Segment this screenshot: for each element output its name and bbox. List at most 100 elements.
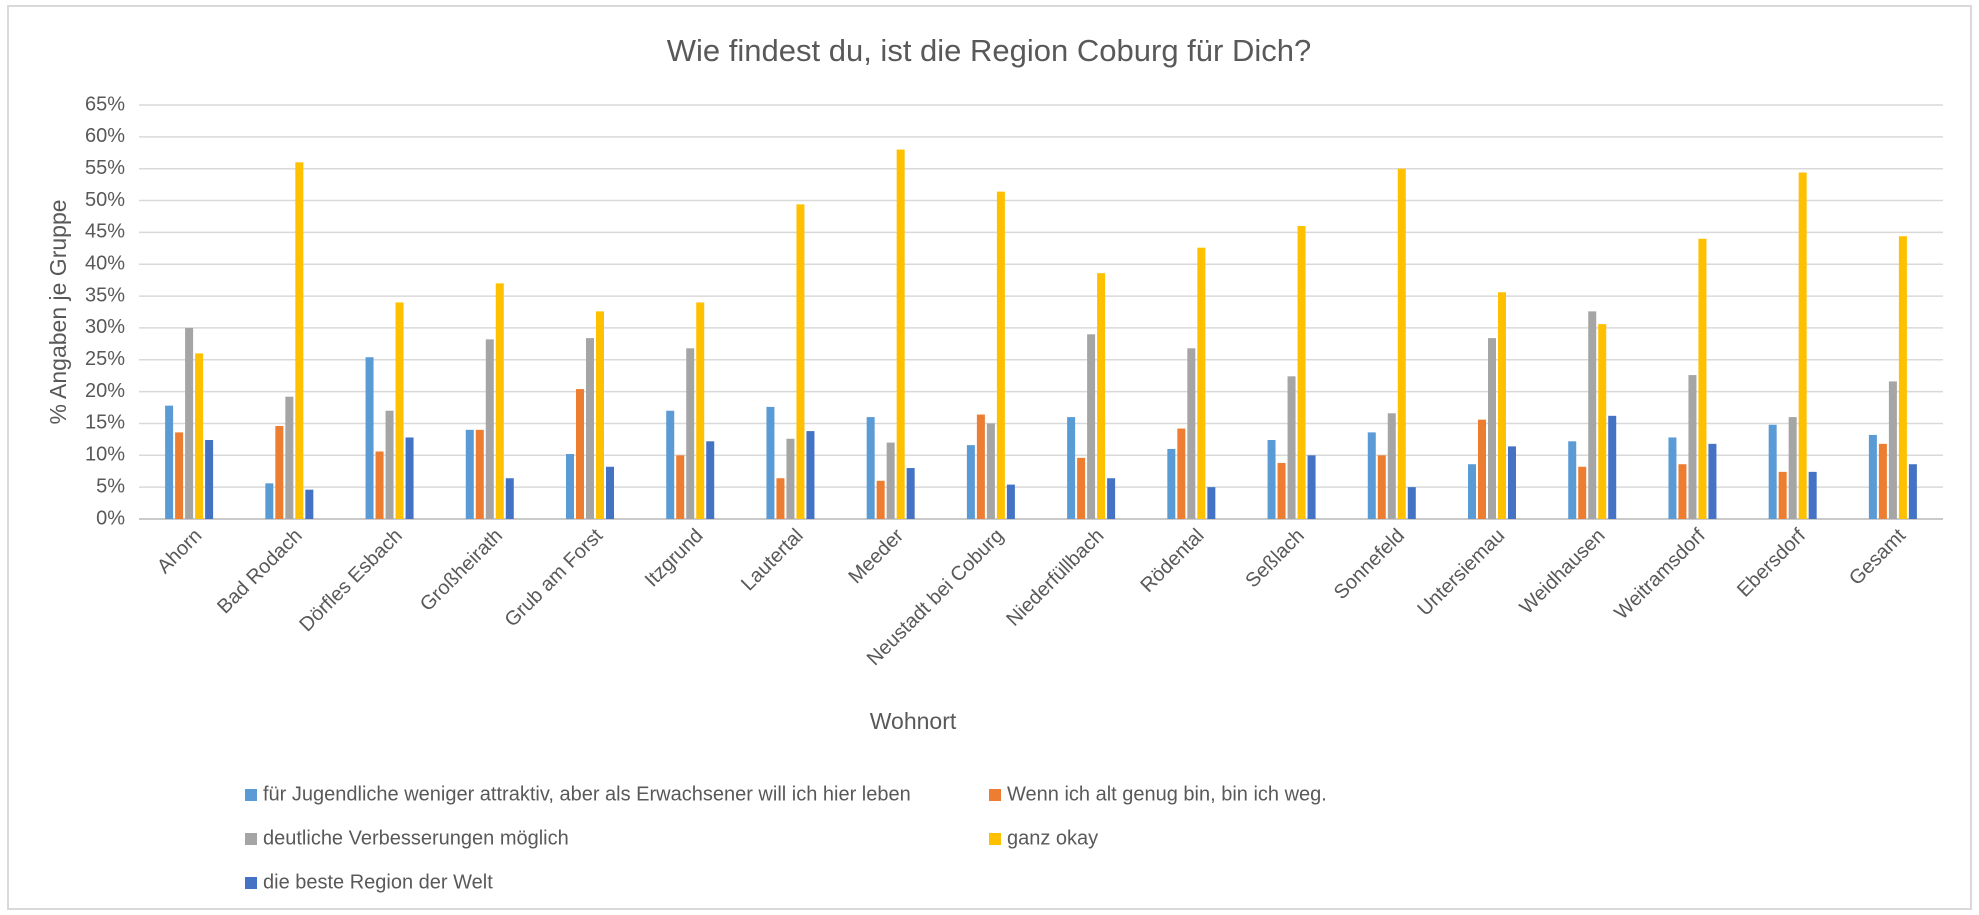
bar	[1568, 441, 1577, 519]
bar	[1678, 464, 1687, 519]
bar	[986, 423, 995, 519]
bar	[175, 432, 184, 519]
bar	[275, 426, 284, 519]
y-tick-label: 65%	[85, 93, 125, 115]
bar	[475, 429, 484, 519]
bar	[1478, 419, 1486, 519]
bar	[1878, 443, 1887, 519]
y-tick-label: 40%	[85, 253, 125, 275]
bar	[1778, 471, 1787, 519]
bar	[606, 466, 614, 519]
bar	[205, 440, 214, 519]
bar	[766, 406, 775, 519]
y-tick-label: 50%	[85, 189, 125, 211]
bar	[265, 483, 274, 519]
legend-swatch	[245, 833, 257, 845]
bar	[1688, 375, 1697, 519]
bar	[365, 357, 374, 519]
bar	[395, 302, 404, 519]
legend-label: deutliche Verbesserungen möglich	[263, 827, 569, 849]
y-axis-title: % Angaben je Gruppe	[45, 199, 71, 424]
bar	[1207, 487, 1216, 519]
bar	[1488, 338, 1496, 519]
y-tick-label: 20%	[85, 380, 125, 402]
bar	[796, 204, 805, 520]
bar	[165, 405, 174, 519]
bar	[1798, 172, 1807, 519]
bar	[1788, 417, 1797, 519]
x-axis-title: Wohnort	[870, 708, 957, 734]
bar	[686, 348, 695, 519]
bar	[1598, 324, 1607, 519]
y-tick-label: 35%	[85, 284, 125, 306]
bar	[295, 162, 304, 520]
bar	[786, 438, 795, 519]
bar	[996, 191, 1005, 520]
bar	[1888, 381, 1897, 519]
legend-swatch	[989, 789, 1001, 801]
bar	[1287, 376, 1296, 519]
bar	[1698, 238, 1707, 519]
bar	[596, 311, 604, 519]
bar	[806, 431, 815, 519]
bar	[195, 353, 204, 519]
bar	[505, 478, 514, 519]
chart-title: Wie findest du, ist die Region Coburg fü…	[667, 33, 1311, 68]
y-tick-label: 55%	[85, 157, 125, 179]
legend-swatch	[245, 877, 257, 889]
bar	[185, 327, 194, 519]
bar	[495, 283, 504, 519]
bar	[1367, 432, 1376, 519]
bar	[566, 454, 574, 519]
bar	[706, 441, 715, 519]
bar	[1197, 247, 1206, 519]
bar	[976, 414, 985, 519]
bar	[1077, 457, 1086, 519]
bar	[375, 451, 384, 519]
bar	[666, 410, 675, 519]
bar	[776, 478, 785, 519]
legend-label: für Jugendliche weniger attraktiv, aber …	[263, 783, 911, 805]
y-tick-label: 25%	[85, 348, 125, 370]
bar	[1808, 471, 1817, 519]
bar	[1167, 448, 1176, 519]
legend-label: ganz okay	[1007, 827, 1098, 849]
bar	[285, 396, 294, 519]
bar	[1297, 226, 1306, 519]
y-tick-label: 15%	[85, 412, 125, 434]
legend-label: Wenn ich alt genug bin, bin ich weg.	[1007, 783, 1327, 805]
bar	[1006, 484, 1015, 519]
bar	[1668, 437, 1677, 519]
bar	[1397, 168, 1406, 519]
y-tick-label: 45%	[85, 221, 125, 243]
bar	[1468, 464, 1476, 519]
bar	[1307, 455, 1316, 519]
bar	[896, 149, 905, 520]
bar	[1087, 334, 1096, 519]
bar	[676, 455, 685, 519]
bar	[1608, 415, 1617, 519]
bar	[576, 389, 584, 519]
bar	[1277, 462, 1286, 519]
bar	[385, 410, 394, 519]
legend-label: die beste Region der Welt	[263, 871, 493, 893]
bar	[1898, 236, 1907, 519]
legend-swatch	[245, 789, 257, 801]
bar	[1267, 440, 1276, 519]
bar	[1107, 478, 1116, 519]
bar	[966, 445, 975, 519]
y-tick-label: 0%	[96, 507, 125, 529]
bar	[1407, 487, 1416, 519]
bar	[1097, 273, 1106, 519]
y-tick-label: 5%	[96, 475, 125, 497]
bar	[1708, 443, 1717, 519]
bar	[866, 417, 875, 519]
bar	[1187, 348, 1196, 519]
bar	[485, 339, 494, 519]
y-tick-label: 60%	[85, 125, 125, 147]
legend-swatch	[989, 833, 1001, 845]
bar	[465, 429, 474, 519]
bar	[586, 338, 594, 519]
bar	[1377, 455, 1386, 519]
bar	[1588, 311, 1597, 519]
